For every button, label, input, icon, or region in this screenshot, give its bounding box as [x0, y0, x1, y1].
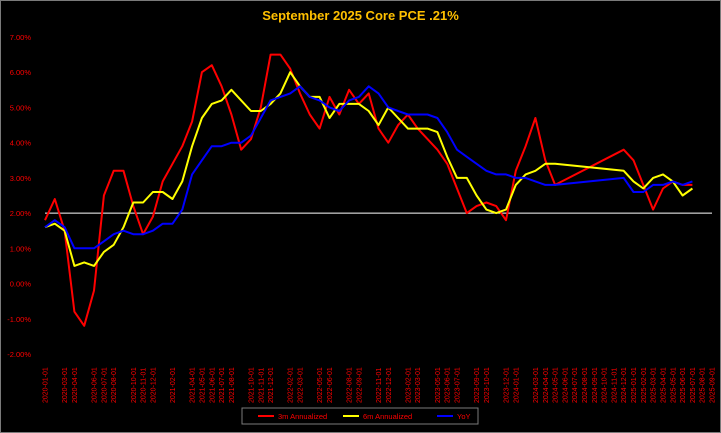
x-tick-label: 2023-09-01 — [474, 367, 481, 403]
legend-label: 6m Annualized — [363, 412, 412, 421]
x-tick-label: 2024-07-01 — [572, 367, 579, 403]
x-tick-label: 2020-03-01 — [62, 367, 69, 403]
x-tick-label: 2021-02-01 — [170, 367, 177, 403]
x-tick-label: 2020-06-01 — [92, 367, 99, 403]
legend-box — [241, 407, 479, 425]
x-tick-label: 2025-02-01 — [641, 367, 648, 403]
x-tick-label: 2021-08-01 — [229, 367, 236, 403]
legend-label: YoY — [457, 412, 471, 421]
x-tick-label: 2021-11-01 — [258, 368, 265, 403]
x-tick-label: 2022-12-01 — [386, 367, 393, 403]
x-tick-label: 2024-11-01 — [611, 368, 618, 403]
x-tick-label: 2024-05-01 — [553, 367, 560, 403]
x-tick-label: 2023-10-01 — [484, 367, 491, 403]
x-tick-label: 2023-07-01 — [454, 367, 461, 403]
y-axis-ticks: -2.00% -1.00% 0.00% 1.00% 2.00% 3.00% 4.00% 5.0… — [7, 33, 31, 359]
y-tick-label: -1.00% — [7, 315, 31, 324]
x-tick-label: 2020-01-01 — [43, 367, 50, 403]
x-tick-label: 2024-04-01 — [543, 367, 550, 403]
x-tick-label: 2020-08-01 — [111, 367, 118, 403]
x-tick-label: 2022-03-01 — [298, 367, 305, 403]
x-tick-label: 2025-06-01 — [680, 367, 687, 403]
x-tick-label: 2025-03-01 — [651, 367, 658, 403]
x-tick-label: 2023-12-01 — [504, 367, 511, 403]
x-tick-label: 2020-11-01 — [141, 368, 148, 403]
x-tick-label: 2022-05-01 — [317, 367, 324, 403]
y-tick-label: 6.00% — [10, 68, 32, 77]
x-tick-label: 2021-12-01 — [268, 367, 275, 403]
x-tick-label: 2024-10-01 — [602, 367, 609, 403]
x-tick-label: 2023-03-01 — [415, 367, 422, 403]
x-tick-label: 2023-05-01 — [435, 367, 442, 403]
x-tick-label: 2025-05-01 — [670, 367, 677, 403]
x-tick-label: 2025-07-01 — [690, 367, 697, 403]
x-tick-label: 2025-08-01 — [700, 367, 707, 403]
series-line-6m-annualized — [44, 71, 693, 267]
x-tick-label: 2021-04-01 — [190, 367, 197, 403]
y-tick-label: 7.00% — [10, 33, 32, 42]
x-tick-label: 2021-07-01 — [219, 367, 226, 403]
x-tick-label: 2023-02-01 — [405, 367, 412, 403]
x-tick-label: 2022-08-01 — [347, 367, 354, 403]
x-tick-label: 2022-06-01 — [327, 367, 334, 403]
legend: 3m Annualized 6m Annualized YoY — [241, 407, 479, 425]
chart-title: September 2025 Core PCE .21% — [262, 8, 459, 23]
y-tick-label: 0.00% — [10, 280, 32, 289]
y-tick-label: 4.00% — [10, 139, 32, 148]
y-tick-label: 3.00% — [10, 174, 32, 183]
x-tick-label: 2025-09-01 — [710, 367, 717, 403]
x-axis-ticks: 2020-01-01 2020-03-01 2020-04-01 2020-06-01… — [43, 367, 717, 403]
x-tick-label: 2024-08-01 — [582, 367, 589, 403]
x-tick-label: 2022-11-01 — [376, 368, 383, 403]
y-tick-label: 1.00% — [10, 244, 32, 253]
series-line-yoy — [44, 85, 693, 250]
x-tick-label: 2025-01-01 — [631, 367, 638, 403]
x-tick-label: 2024-09-01 — [592, 367, 599, 403]
x-tick-label: 2020-07-01 — [101, 367, 108, 403]
y-tick-label: 5.00% — [10, 103, 32, 112]
x-tick-label: 2024-06-01 — [562, 367, 569, 403]
x-tick-label: 2022-02-01 — [288, 367, 295, 403]
x-tick-label: 2021-05-01 — [199, 367, 206, 403]
x-tick-label: 2020-10-01 — [131, 367, 138, 403]
y-tick-label: 2.00% — [10, 209, 32, 218]
x-tick-label: 2022-09-01 — [356, 367, 363, 403]
x-tick-label: 2020-12-01 — [150, 367, 157, 403]
x-tick-label: 2024-03-01 — [533, 367, 540, 403]
x-tick-label: 2025-04-01 — [660, 367, 667, 403]
series-line-3m-annualized — [44, 53, 693, 327]
y-tick-label: -2.00% — [7, 350, 31, 359]
x-tick-label: 2024-01-01 — [513, 367, 520, 403]
x-tick-label: 2024-12-01 — [621, 367, 628, 403]
legend-label: 3m Annualized — [278, 412, 327, 421]
x-tick-label: 2021-06-01 — [209, 367, 216, 403]
x-tick-label: 2023-06-01 — [445, 367, 452, 403]
x-tick-label: 2021-10-01 — [248, 367, 255, 403]
series-lines — [44, 53, 693, 327]
x-tick-label: 2020-04-01 — [72, 367, 79, 403]
